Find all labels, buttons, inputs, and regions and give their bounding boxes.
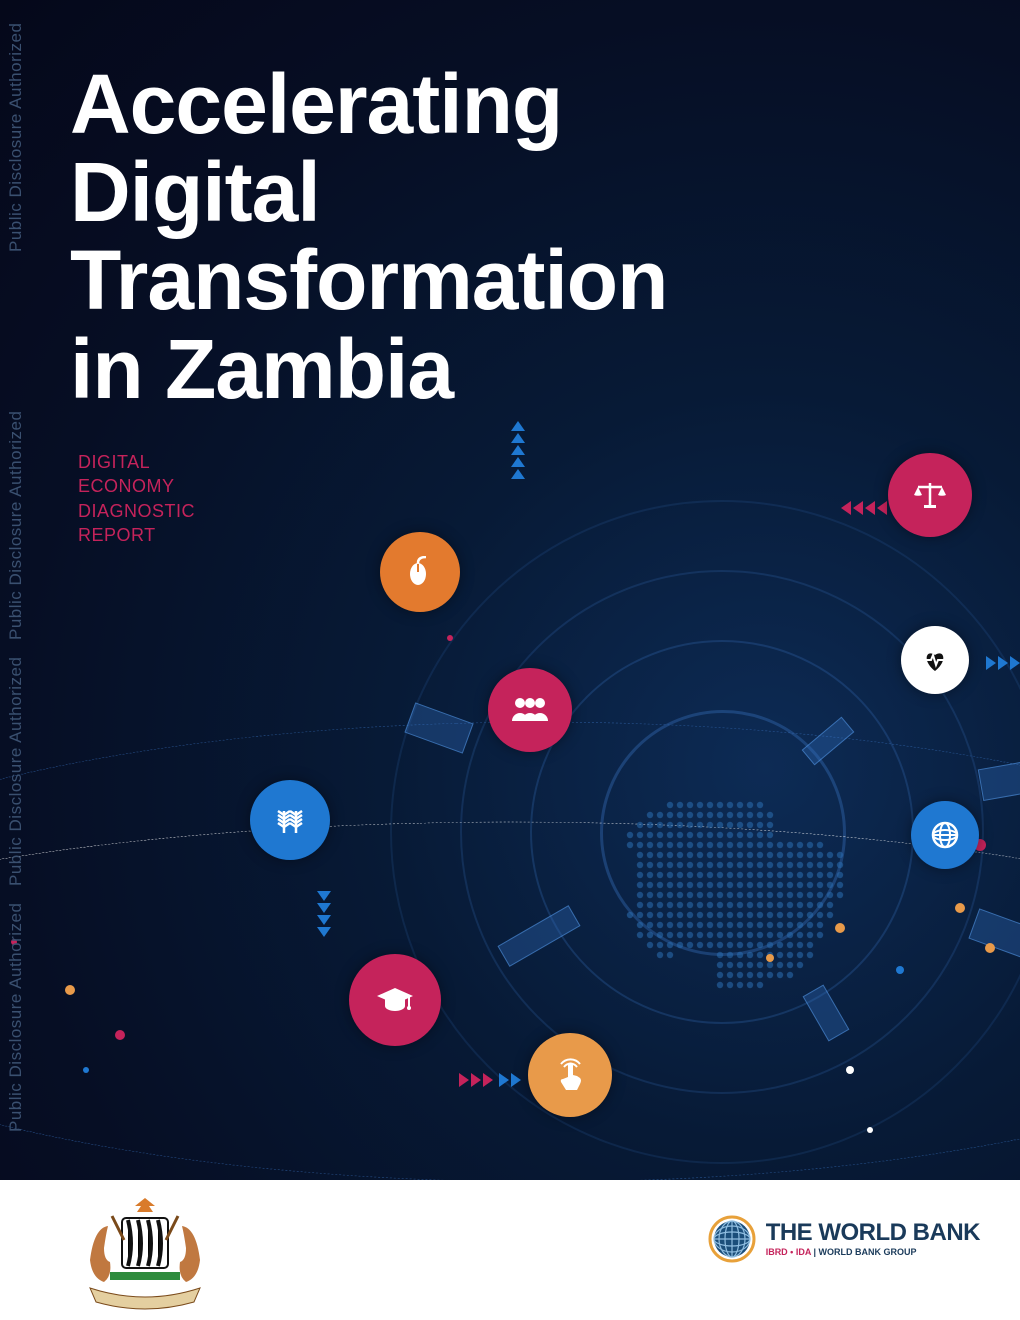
triangle-marker: [511, 421, 525, 431]
zambia-map-icon: [605, 780, 855, 1000]
triangle-marker: [986, 656, 996, 670]
triangle-marker: [317, 915, 331, 925]
orbit-ring: [0, 699, 1020, 1180]
education-icon: [349, 954, 441, 1046]
triangle-marker: [511, 433, 525, 443]
scatter-dot: [985, 943, 995, 953]
people-icon: [488, 668, 572, 752]
triangle-marker: [877, 501, 887, 515]
triangle-marker: [317, 903, 331, 913]
mouse-icon: [380, 532, 460, 612]
scatter-dot: [867, 1127, 873, 1133]
touch-icon: [528, 1033, 612, 1117]
footer-area: THE WORLD BANK IBRD • IDA | WORLD BANK G…: [0, 1180, 1020, 1320]
triangle-marker: [459, 1073, 469, 1087]
triangle-group: [458, 1072, 494, 1088]
triangle-marker: [317, 927, 331, 937]
scatter-dot: [65, 985, 75, 995]
triangle-marker: [511, 457, 525, 467]
triangle-marker: [1010, 656, 1020, 670]
triangle-group: [840, 500, 888, 516]
world-bank-subline: IBRD • IDA | WORLD BANK GROUP: [766, 1247, 980, 1257]
globe-icon: [911, 801, 979, 869]
scatter-dot: [955, 903, 965, 913]
scatter-dot: [766, 954, 774, 962]
report-title: Accelerating Digital Transformation in Z…: [70, 60, 667, 413]
triangle-group: [316, 890, 332, 938]
triangle-group: [510, 420, 526, 480]
triangle-marker: [998, 656, 1008, 670]
triangle-group: [985, 655, 1020, 671]
world-bank-logo: THE WORLD BANK IBRD • IDA | WORLD BANK G…: [708, 1215, 980, 1263]
report-subtitle: DIGITAL ECONOMY DIAGNOSTIC REPORT: [78, 450, 195, 547]
world-bank-globe-icon: [708, 1215, 756, 1263]
triangle-marker: [511, 469, 525, 479]
triangle-marker: [841, 501, 851, 515]
triangle-marker: [853, 501, 863, 515]
wheat-icon: [250, 780, 330, 860]
world-bank-name: THE WORLD BANK: [766, 1221, 980, 1245]
scatter-dot: [835, 923, 845, 933]
scatter-dot: [115, 1030, 125, 1040]
scatter-dot: [447, 635, 453, 641]
scales-icon: [888, 453, 972, 537]
wb-sub-part1: IBRD • IDA: [766, 1247, 811, 1257]
triangle-group: [498, 1072, 522, 1088]
triangle-marker: [483, 1073, 493, 1087]
triangle-marker: [511, 1073, 521, 1087]
disclosure-label: Public Disclosure Authorized: [6, 657, 26, 886]
heart-icon: [901, 626, 969, 694]
triangle-marker: [317, 891, 331, 901]
zambia-coat-of-arms-icon: [60, 1190, 230, 1310]
triangle-marker: [471, 1073, 481, 1087]
triangle-marker: [511, 445, 525, 455]
scatter-dot: [83, 1067, 89, 1073]
triangle-marker: [499, 1073, 509, 1087]
triangle-marker: [865, 501, 875, 515]
disclosure-label: Public Disclosure Authorized: [6, 903, 26, 1132]
scatter-dot: [846, 1066, 854, 1074]
disclosure-label: Public Disclosure Authorized: [6, 411, 26, 640]
wb-sub-part2: | WORLD BANK GROUP: [811, 1247, 917, 1257]
disclosure-label: Public Disclosure Authorized: [6, 23, 26, 252]
cover-area: Accelerating Digital Transformation in Z…: [0, 0, 1020, 1180]
scatter-dot: [896, 966, 904, 974]
